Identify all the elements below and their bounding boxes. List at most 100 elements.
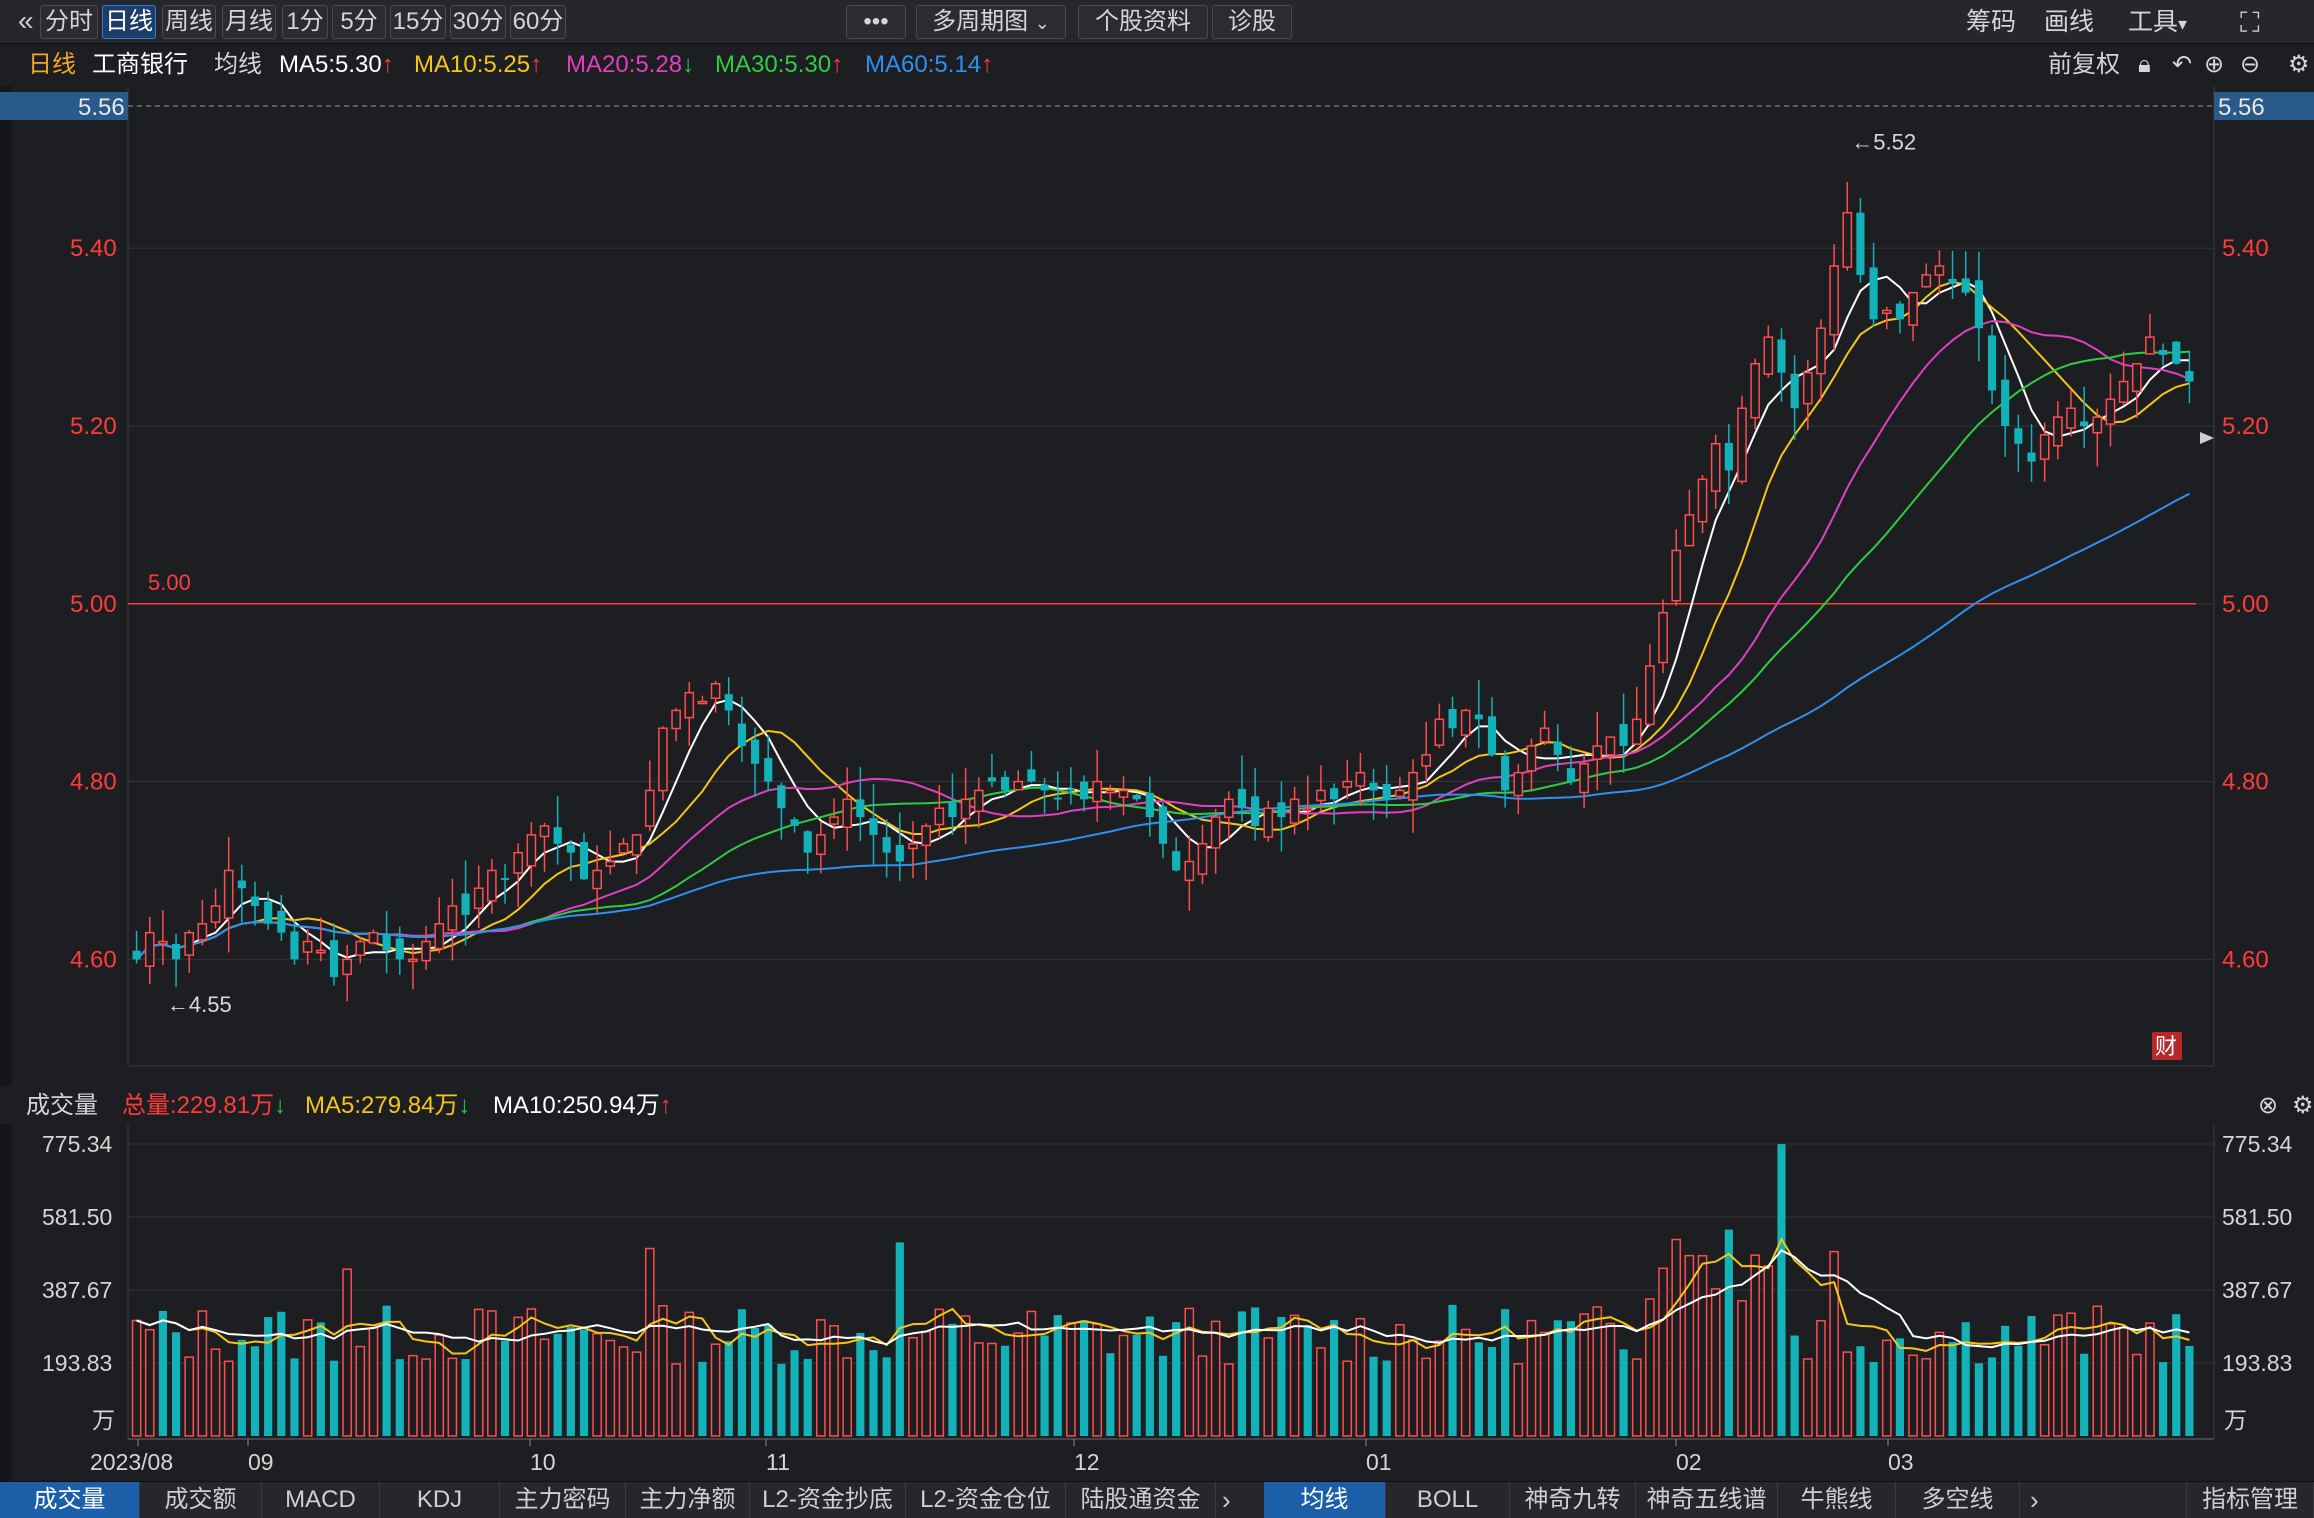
stock-info-button[interactable]: 个股资料 <box>1078 5 1208 39</box>
chips-button[interactable]: 筹码 <box>1966 8 2017 36</box>
period-tab-1[interactable]: 日线 <box>102 5 156 39</box>
multi-period-button[interactable]: 多周期图 ⌄ <box>916 5 1066 39</box>
candle-body <box>882 837 891 853</box>
current-price-marker <box>2200 432 2214 444</box>
candle-body <box>671 709 681 730</box>
candle-body <box>1302 807 1313 811</box>
volume-bar <box>710 1343 721 1437</box>
top-price-label-right: 5.56 <box>2218 94 2265 121</box>
period-tab-3[interactable]: 月线 <box>222 5 276 39</box>
zoom-in-icon[interactable]: ⊕ <box>2204 51 2225 78</box>
candle-body <box>1197 843 1208 875</box>
candle-body <box>513 851 524 874</box>
indicator-tab-6[interactable]: L2-资金抄底 <box>750 1482 906 1518</box>
indicator-tab-0[interactable]: 成交量 <box>0 1482 140 1518</box>
indicator-tab-1[interactable]: 成交额 <box>140 1482 262 1518</box>
candle-body <box>290 931 299 960</box>
diagnosis-button[interactable]: 诊股 <box>1212 5 1292 39</box>
undo-icon[interactable]: ↶ <box>2172 51 2193 78</box>
candle-body <box>1710 443 1721 492</box>
chevron-right-icon[interactable]: › <box>2030 1485 2039 1515</box>
volume-bar <box>856 1332 865 1436</box>
period-tab-5[interactable]: 5分 <box>332 5 386 39</box>
indicator-tab-4[interactable]: 主力密码 <box>500 1482 626 1518</box>
indicator-manage-button[interactable]: 指标管理 <box>2186 1482 2314 1518</box>
candle-body <box>1237 789 1247 809</box>
volume-chart[interactable]: 193.83 193.83 387.67 387.67 581.50 581.50 775.… <box>0 1124 2314 1481</box>
indicator-tab-3[interactable]: KDJ <box>380 1482 500 1518</box>
period-tab-4[interactable]: 1分 <box>282 5 328 39</box>
candle-body <box>658 727 668 792</box>
volume-bar <box>671 1363 681 1437</box>
indicator-tab-5[interactable]: 主力净额 <box>626 1482 750 1518</box>
period-tab-0[interactable]: 分时 <box>40 5 98 39</box>
volume-bar <box>1671 1238 1682 1437</box>
lock-icon[interactable]: 🔒︎ <box>2138 51 2151 78</box>
volume-bar <box>290 1358 299 1436</box>
draw-line-button[interactable]: 画线 <box>2044 8 2095 36</box>
volume-bar <box>1895 1338 1904 1436</box>
overlay-tab-4[interactable]: 牛熊线 <box>1778 1482 1896 1518</box>
indicator-tab-7[interactable]: L2-资金仓位 <box>906 1482 1066 1518</box>
candle-body <box>1329 788 1339 800</box>
adjust-selector[interactable]: 前复权 <box>2048 51 2120 78</box>
top-toolbar: « 分时 日线 周线 月线 1分 5分 15分 30分 60分 ••• 多周期图 ⌄ 个股资料 … <box>0 0 2314 44</box>
zoom-out-icon[interactable]: ⊖ <box>2240 51 2261 78</box>
candle-body <box>277 910 286 933</box>
candle-body <box>487 869 497 902</box>
period-tab-7[interactable]: 30分 <box>450 5 506 39</box>
back-icon[interactable]: « <box>18 5 34 36</box>
period-tab-2[interactable]: 周线 <box>162 5 216 39</box>
indicator-tab-2[interactable]: MACD <box>262 1482 380 1518</box>
period-tab-8[interactable]: 60分 <box>510 5 566 39</box>
fullscreen-icon[interactable]: ⛶ <box>2240 7 2260 38</box>
volume-ma10-line <box>136 1249 2190 1349</box>
overlay-tab-5[interactable]: 多空线 <box>1896 1482 2020 1518</box>
volume-bar <box>960 1315 971 1437</box>
price-chart[interactable]: 4.60 4.60 4.80 4.80 5.00 5.00 5.20 5.20 5.40 5.40… <box>0 86 2314 1086</box>
candle-body <box>724 694 733 711</box>
overlay-tab-3[interactable]: 神奇五线谱 <box>1636 1482 1778 1518</box>
volume-bar <box>184 1356 195 1437</box>
close-icon[interactable]: ⊗ <box>2258 1092 2279 1119</box>
volume-bar <box>1053 1315 1062 1436</box>
settings-icon[interactable]: ⚙ <box>2288 51 2310 78</box>
tools-button[interactable]: 工具▾ <box>2128 5 2187 39</box>
volume-bar <box>2080 1353 2089 1436</box>
volume-bar <box>1710 1288 1721 1437</box>
bottom-indicator-tabs: 成交量 成交额 MACD KDJ 主力密码 主力净额 L2-资金抄底 L2-资金仓位 陆股通资金… <box>0 1481 2314 1518</box>
ma30-value: MA30:5.30↑ <box>715 51 844 78</box>
volume-bar <box>1777 1144 1786 1436</box>
candle-body <box>842 798 853 828</box>
y-tick-label-left: 5.40 <box>70 235 117 262</box>
volume-bar <box>1724 1229 1733 1436</box>
overlay-tab-1[interactable]: BOLL <box>1386 1482 1510 1518</box>
overlay-tab-0[interactable]: 均线 <box>1264 1482 1386 1518</box>
candle-body <box>2185 371 2194 382</box>
candle-body <box>1605 736 1616 756</box>
candle-body <box>2159 349 2168 355</box>
candle-body <box>1526 745 1537 772</box>
more-button[interactable]: ••• <box>846 5 906 39</box>
volume-bar <box>210 1348 221 1437</box>
volume-bar <box>987 1342 997 1437</box>
ma-title[interactable]: 均线 <box>214 51 262 78</box>
volume-title[interactable]: 成交量 <box>26 1092 98 1119</box>
settings-icon[interactable]: ⚙ <box>2292 1092 2314 1119</box>
candle-body <box>908 843 918 850</box>
volume-bar <box>1829 1250 1839 1437</box>
candle-body <box>1079 781 1089 800</box>
volume-bar <box>1750 1254 1760 1437</box>
x-axis-date-label: 10 <box>530 1449 556 1475</box>
volume-bar <box>2052 1314 2063 1437</box>
candle-body <box>461 893 470 915</box>
stock-name[interactable]: 工商银行 <box>92 51 188 78</box>
chevron-right-icon[interactable]: › <box>1222 1485 1231 1515</box>
indicator-tab-8[interactable]: 陆股通资金 <box>1066 1482 1216 1518</box>
volume-bar <box>1948 1342 1957 1436</box>
candle-body <box>447 905 458 931</box>
period-tab-6[interactable]: 15分 <box>390 5 446 39</box>
overlay-tab-2[interactable]: 神奇九转 <box>1510 1482 1636 1518</box>
candle-body <box>1223 798 1234 819</box>
candle-body <box>1856 212 1865 275</box>
